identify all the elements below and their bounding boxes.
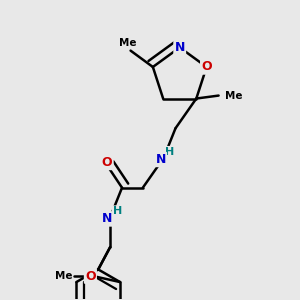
Text: O: O — [102, 156, 112, 169]
Text: Me: Me — [55, 271, 73, 281]
Text: Me: Me — [225, 91, 242, 100]
Text: N: N — [155, 153, 166, 166]
Text: O: O — [201, 61, 212, 74]
Text: N: N — [102, 212, 112, 225]
Text: H: H — [165, 147, 174, 157]
Text: O: O — [85, 270, 96, 283]
Text: Me: Me — [119, 38, 136, 48]
Text: N: N — [175, 41, 185, 54]
Text: H: H — [113, 206, 122, 217]
